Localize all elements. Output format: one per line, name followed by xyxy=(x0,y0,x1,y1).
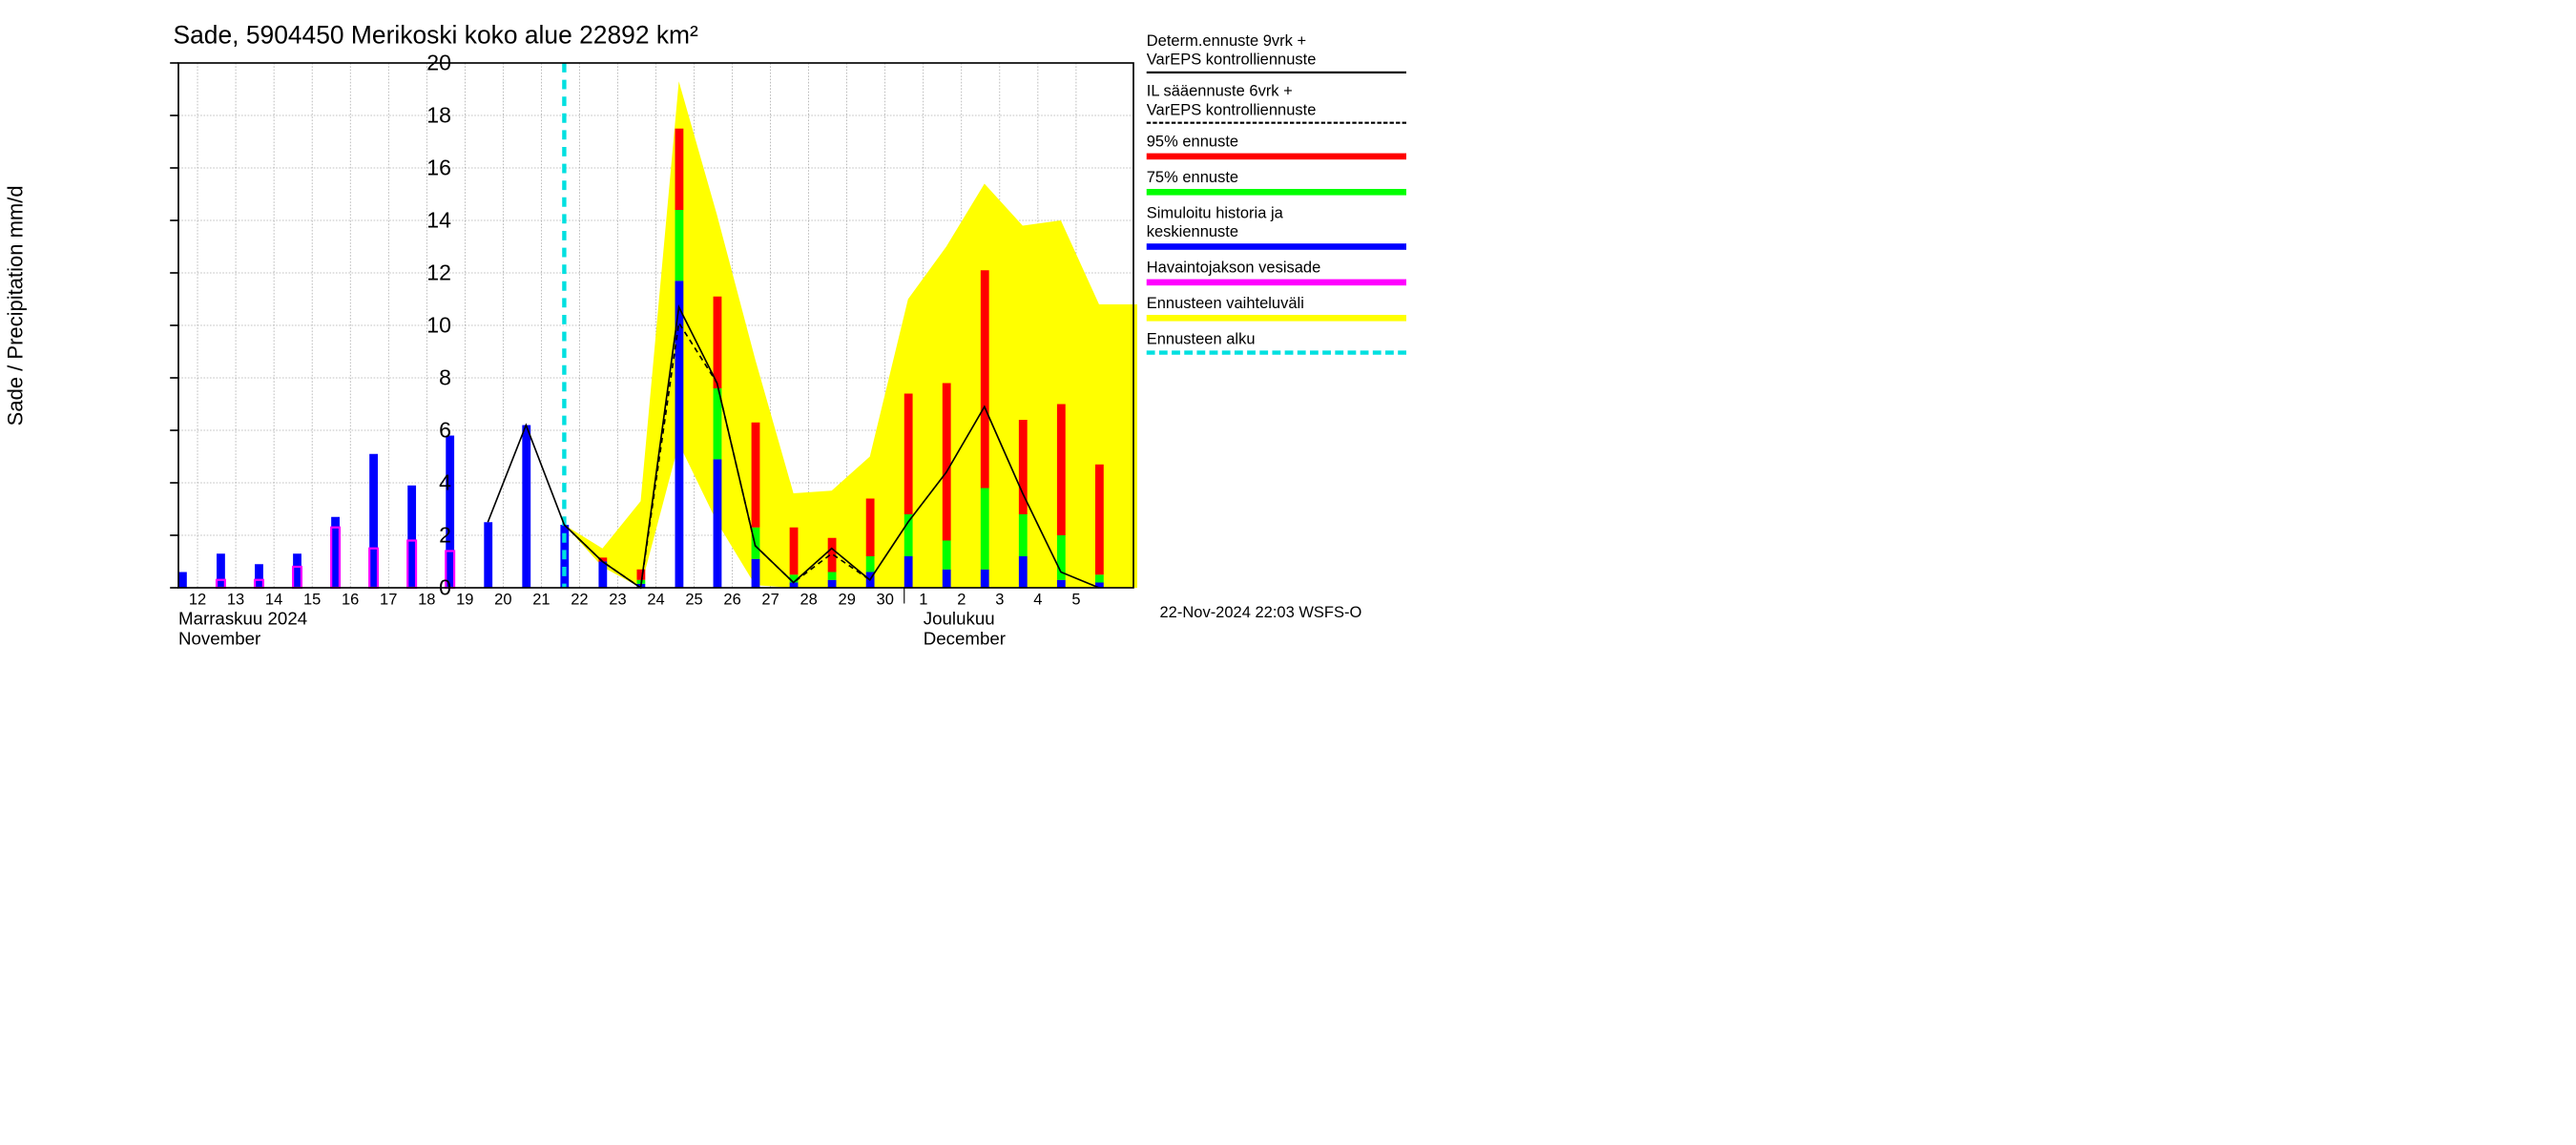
legend-label: Determ.ennuste 9vrk +VarEPS kontrollienn… xyxy=(1147,31,1409,70)
xtick-label: 18 xyxy=(418,591,435,609)
xtick-label: 26 xyxy=(723,591,740,609)
xtick-label: 13 xyxy=(227,591,244,609)
xtick-label: 2 xyxy=(957,591,966,609)
legend-label: IL sääennuste 6vrk + VarEPS kontrollienn… xyxy=(1147,82,1409,120)
xtick-label: 28 xyxy=(800,591,817,609)
xtick-label: 25 xyxy=(685,591,702,609)
plot-area xyxy=(178,63,1133,588)
legend-label: Simuloitu historia jakeskiennuste xyxy=(1147,203,1409,241)
legend-label: Ennusteen vaihteluväli xyxy=(1147,294,1409,313)
ytick-label: 6 xyxy=(399,418,451,443)
ytick-label: 20 xyxy=(399,51,451,75)
xtick-label: 1 xyxy=(919,591,927,609)
month-label-en: December xyxy=(924,629,1006,649)
legend-label: 75% ennuste xyxy=(1147,168,1409,187)
xtick-label: 21 xyxy=(532,591,550,609)
xtick-label: 15 xyxy=(303,591,321,609)
ytick-label: 2 xyxy=(399,523,451,548)
plot-svg xyxy=(178,63,1133,588)
month-label-en: November xyxy=(178,629,260,649)
legend-swatch xyxy=(1147,122,1406,124)
xtick-label: 3 xyxy=(995,591,1004,609)
xtick-label: 24 xyxy=(647,591,664,609)
ytick-label: 18 xyxy=(399,103,451,128)
xtick-label: 20 xyxy=(494,591,511,609)
legend-label: 95% ennuste xyxy=(1147,133,1409,152)
ytick-label: 10 xyxy=(399,313,451,338)
month-label-fi: Marraskuu 2024 xyxy=(178,609,307,629)
legend-swatch xyxy=(1147,154,1406,160)
y-axis-label: Sade / Precipitation mm/d xyxy=(4,95,28,515)
xtick-label: 16 xyxy=(342,591,359,609)
legend-swatch xyxy=(1147,189,1406,196)
legend-swatch xyxy=(1147,350,1406,354)
footer-text: 22-Nov-2024 22:03 WSFS-O xyxy=(1160,604,1362,622)
legend-swatch xyxy=(1147,72,1406,73)
xtick-label: 5 xyxy=(1071,591,1080,609)
xtick-label: 19 xyxy=(456,591,473,609)
xtick-label: 23 xyxy=(609,591,626,609)
month-label-fi: Joulukuu xyxy=(924,609,995,629)
xtick-label: 30 xyxy=(877,591,894,609)
ytick-label: 14 xyxy=(399,208,451,233)
xtick-label: 14 xyxy=(265,591,282,609)
legend-swatch xyxy=(1147,243,1406,250)
legend-label: Havaintojakson vesisade xyxy=(1147,259,1409,278)
legend: Determ.ennuste 9vrk +VarEPS kontrollienn… xyxy=(1147,31,1409,364)
ytick-label: 12 xyxy=(399,260,451,285)
legend-swatch xyxy=(1147,315,1406,322)
ytick-label: 4 xyxy=(399,470,451,495)
ytick-label: 8 xyxy=(399,365,451,390)
xtick-label: 12 xyxy=(189,591,206,609)
chart-title: Sade, 5904450 Merikoski koko alue 22892 … xyxy=(174,21,698,50)
ytick-label: 16 xyxy=(399,156,451,180)
legend-swatch xyxy=(1147,280,1406,286)
xtick-label: 29 xyxy=(839,591,856,609)
chart-container: Sade, 5904450 Merikoski koko alue 22892 … xyxy=(0,0,1417,630)
legend-label: Ennusteen alku xyxy=(1147,329,1409,348)
xtick-label: 22 xyxy=(571,591,588,609)
xtick-label: 4 xyxy=(1033,591,1042,609)
xtick-label: 27 xyxy=(761,591,779,609)
xtick-label: 17 xyxy=(380,591,397,609)
